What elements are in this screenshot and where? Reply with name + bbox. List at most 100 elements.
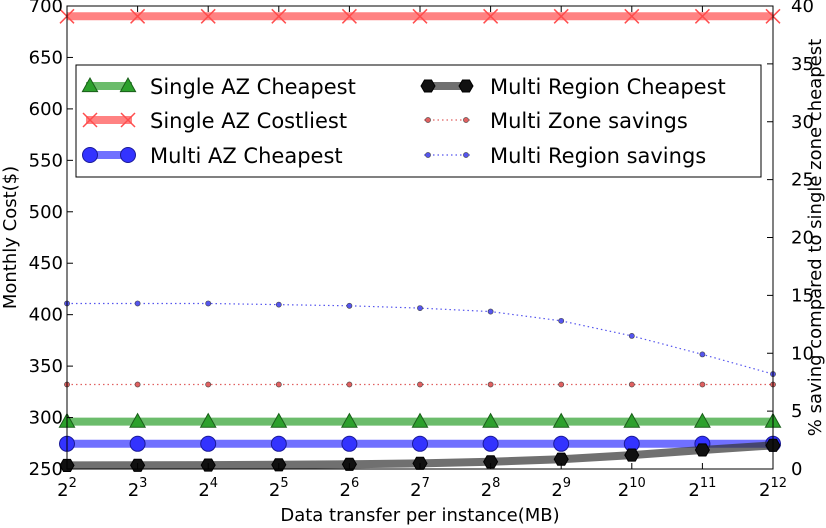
data-point: [482, 412, 500, 428]
series-multi-zone-savings: [64, 381, 776, 388]
legend-entry: Multi AZ Cheapest: [82, 144, 343, 168]
data-point: [205, 381, 212, 388]
marker-stroke: [341, 8, 357, 24]
y-tick-label-right: 30: [791, 112, 814, 133]
x-tick-label: 28: [481, 476, 501, 501]
data-point: [553, 452, 569, 466]
data-point: [205, 300, 212, 307]
legend-label: Single AZ Cheapest: [150, 75, 356, 99]
data-point: [412, 8, 428, 24]
series-line: [67, 302, 774, 375]
data-point: [483, 8, 499, 24]
y-axis-title-left: Monthly Cost($): [0, 166, 21, 309]
y-tick-label-left: 400: [29, 305, 63, 326]
data-point: [553, 435, 570, 452]
data-point: [341, 8, 357, 24]
x-tick-label: 23: [128, 476, 148, 501]
x-tick-label: 25: [269, 476, 289, 501]
data-point: [483, 455, 499, 469]
data-point: [699, 351, 706, 358]
data-point: [270, 435, 287, 452]
data-point: [275, 381, 282, 388]
legend-marker: [119, 76, 137, 93]
y-tick-label-right: 35: [791, 54, 814, 75]
data-point: [341, 435, 358, 452]
y-axis-title-right: % saving compared to single zone cheapes…: [805, 39, 826, 436]
legend-label: Multi Region savings: [490, 144, 706, 168]
y-tick-label-left: 700: [29, 0, 63, 17]
data-point: [624, 448, 640, 462]
legend-entry: Single AZ Cheapest: [81, 75, 356, 99]
legend-label: Multi Region Cheapest: [490, 75, 726, 99]
legend-label: Single AZ Costliest: [150, 109, 347, 133]
legend-entry: Multi Region savings: [424, 144, 706, 168]
data-point: [487, 308, 494, 315]
legend-entry: Multi Region Cheapest: [420, 75, 726, 99]
data-point: [623, 412, 641, 428]
data-point: [693, 412, 711, 428]
data-point: [200, 435, 217, 452]
legend-marker: [463, 152, 469, 158]
y-tick-label-left: 600: [29, 99, 63, 120]
data-point: [694, 443, 710, 457]
series-multi-az-cheapest: [59, 435, 781, 452]
y-tick-label-left: 350: [29, 356, 63, 377]
x-tick-label: 211: [688, 476, 716, 501]
data-point: [487, 381, 494, 388]
legend-marker: [420, 79, 436, 93]
y-tick-label-right: 0: [791, 459, 802, 480]
data-point: [482, 435, 499, 452]
legend-label: Multi AZ Cheapest: [150, 144, 343, 168]
legend-marker: [120, 147, 136, 163]
y-tick-label-left: 650: [29, 47, 63, 68]
data-point: [552, 412, 570, 428]
y-tick-label-right: 15: [791, 285, 814, 306]
x-tick-label: 24: [198, 476, 218, 501]
x-tick-label: 210: [618, 476, 646, 501]
legend-entry: Multi Zone savings: [424, 109, 688, 133]
legend-label: Multi Zone savings: [490, 109, 688, 133]
x-axis-title: Data transfer per instance(MB): [280, 505, 559, 526]
data-point: [199, 412, 217, 428]
data-point: [340, 412, 358, 428]
data-point: [134, 381, 141, 388]
y-tick-label-left: 250: [29, 459, 63, 480]
x-tick-label: 26: [340, 476, 360, 501]
legend-marker: [82, 112, 98, 128]
marker-stroke: [553, 8, 569, 24]
marker-stroke: [130, 8, 146, 24]
data-point: [129, 412, 147, 428]
marker-stroke: [483, 8, 499, 24]
data-point: [134, 300, 141, 307]
marker-stroke: [624, 8, 640, 24]
y-tick-label-left: 450: [29, 253, 63, 274]
y-tick-label-right: 25: [791, 170, 814, 191]
series-multi-region-savings: [64, 300, 776, 377]
legend-marker: [82, 147, 98, 163]
data-point: [558, 317, 565, 324]
data-point: [346, 381, 353, 388]
data-point: [411, 412, 429, 428]
marker-stroke: [694, 8, 710, 24]
data-point: [275, 301, 282, 308]
legend-marker: [81, 76, 99, 93]
legend-marker: [425, 117, 431, 123]
y-tick-label-right: 10: [791, 343, 814, 364]
legend-marker: [120, 112, 136, 128]
marker-stroke: [271, 8, 287, 24]
legend-marker: [425, 152, 431, 158]
y-tick-label-right: 20: [791, 228, 814, 249]
data-point: [270, 412, 288, 428]
data-point: [412, 435, 428, 452]
y-tick-label-left: 500: [29, 202, 63, 223]
legend: Single AZ Cheapest Single AZ Costliest Mul…: [75, 64, 762, 178]
data-point: [624, 8, 640, 24]
y-tick-label-left: 300: [29, 408, 63, 429]
data-point: [200, 8, 216, 24]
data-point: [417, 381, 423, 388]
data-point: [417, 305, 423, 312]
axis-layer: 22 23 24 25 26 27 28 29 210 211 212250300350400450…: [29, 0, 814, 501]
y-tick-label-right: 5: [791, 401, 802, 422]
data-point: [694, 8, 710, 24]
